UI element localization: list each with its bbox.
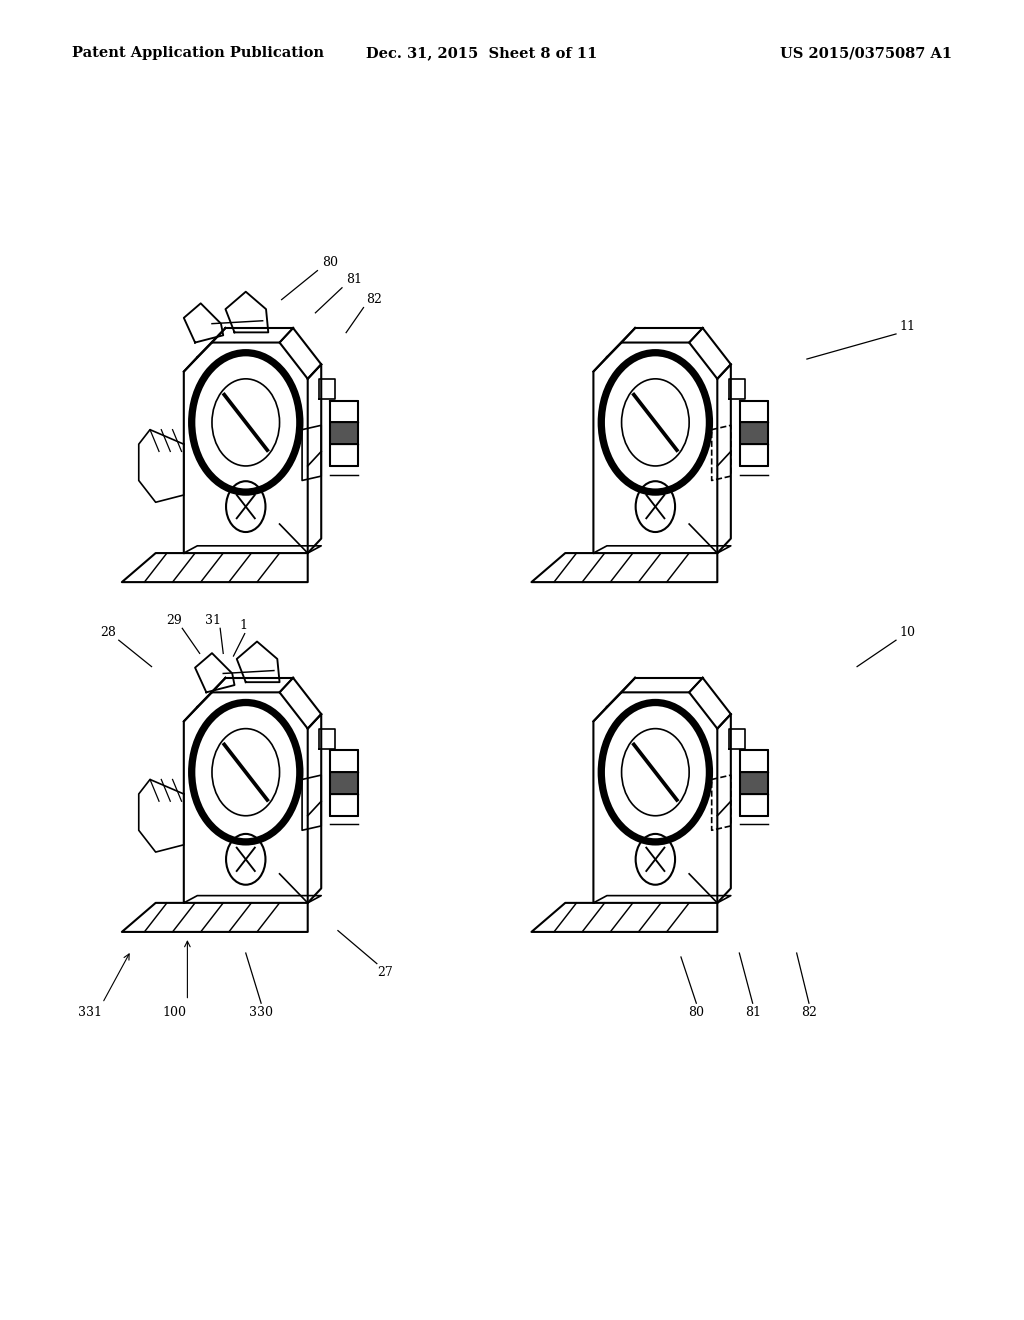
Text: 1: 1 (240, 619, 248, 632)
Polygon shape (330, 401, 358, 422)
Text: Dec. 31, 2015  Sheet 8 of 11: Dec. 31, 2015 Sheet 8 of 11 (366, 46, 597, 61)
Polygon shape (739, 750, 768, 772)
Text: 82: 82 (367, 293, 383, 306)
Text: 82: 82 (801, 1006, 817, 1019)
Text: 80: 80 (323, 256, 339, 269)
Polygon shape (739, 401, 768, 422)
Text: 81: 81 (346, 273, 362, 286)
Text: 100: 100 (162, 1006, 186, 1019)
Polygon shape (330, 444, 358, 466)
Text: 10: 10 (899, 626, 915, 639)
Text: 29: 29 (166, 614, 181, 627)
Polygon shape (739, 772, 768, 795)
Text: 11: 11 (899, 319, 915, 333)
Polygon shape (330, 795, 358, 816)
Text: 31: 31 (205, 614, 221, 627)
Text: 28: 28 (100, 626, 117, 639)
Text: 330: 330 (249, 1006, 273, 1019)
Text: 331: 331 (78, 1006, 102, 1019)
Text: 27: 27 (377, 966, 392, 979)
Text: Patent Application Publication: Patent Application Publication (72, 46, 324, 61)
Text: 80: 80 (688, 1006, 705, 1019)
Text: US 2015/0375087 A1: US 2015/0375087 A1 (780, 46, 952, 61)
Polygon shape (739, 444, 768, 466)
Polygon shape (739, 422, 768, 444)
Polygon shape (330, 750, 358, 772)
Polygon shape (330, 422, 358, 444)
Text: 81: 81 (744, 1006, 761, 1019)
Polygon shape (739, 795, 768, 816)
Polygon shape (330, 772, 358, 795)
